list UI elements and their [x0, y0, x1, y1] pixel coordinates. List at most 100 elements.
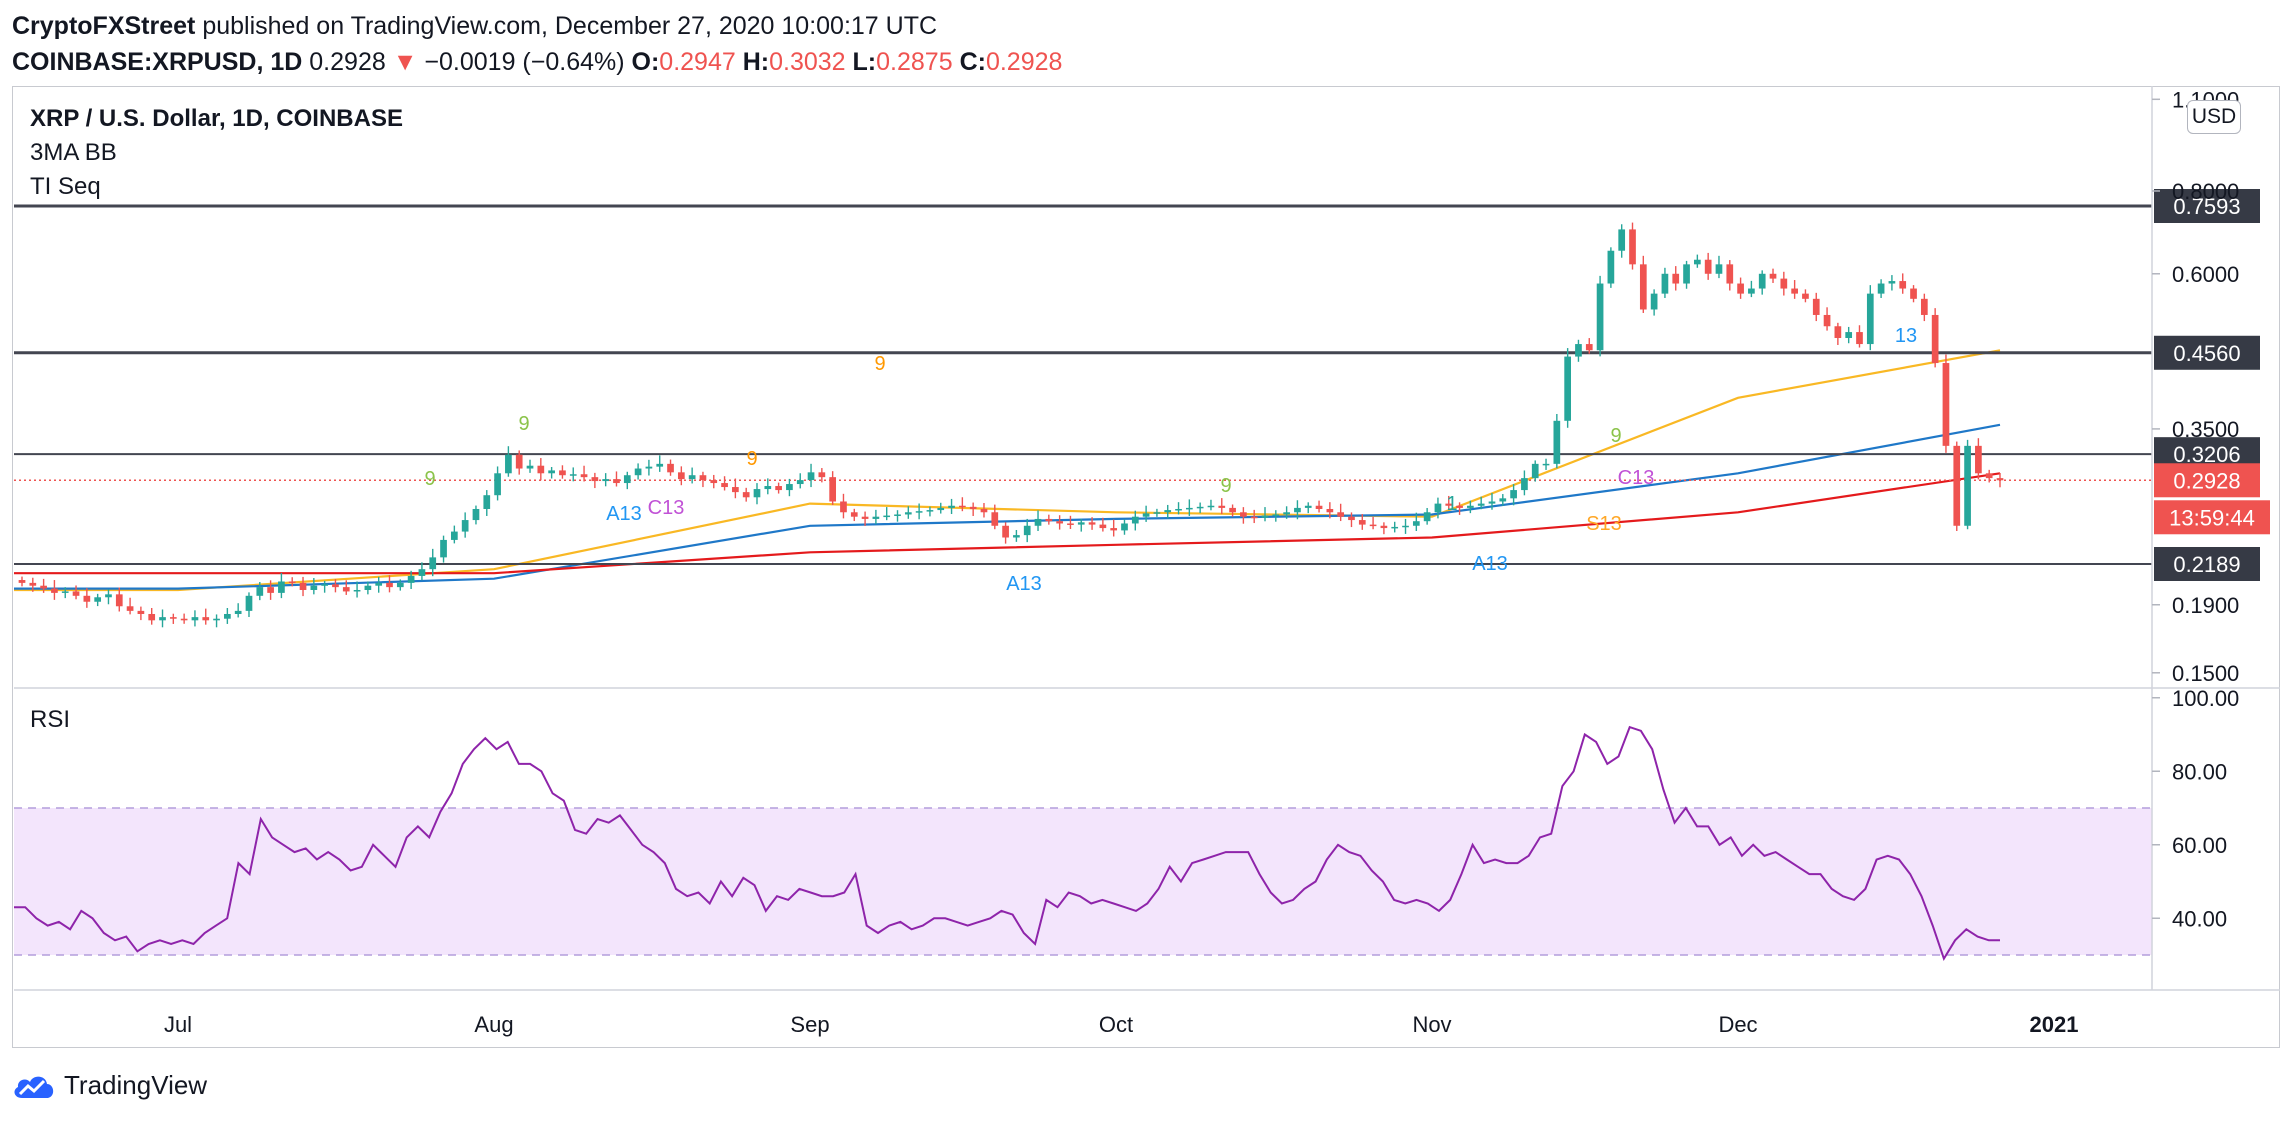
candle-body	[342, 587, 350, 592]
candle	[1975, 438, 1982, 480]
level-label: 0.7593	[2154, 189, 2260, 223]
candle-body	[894, 514, 901, 516]
candle-body	[1434, 503, 1442, 513]
candle-body	[764, 486, 772, 490]
candle-body	[1910, 288, 1917, 299]
legend-indicator-ma-bb[interactable]: 3MA BB	[30, 139, 117, 166]
candle	[1142, 505, 1150, 522]
rsi-tick-label: 40.00	[2172, 906, 2227, 931]
candle	[904, 506, 912, 519]
candle	[1380, 522, 1388, 535]
candle	[764, 478, 772, 495]
candle	[332, 579, 339, 593]
candle-body	[1531, 463, 1539, 479]
tradingview-branding[interactable]: TradingView	[12, 1070, 207, 1101]
candle-body	[1056, 521, 1063, 524]
countdown-label: 13:59:44	[2169, 505, 2255, 530]
td-seq-marker: S13	[1586, 513, 1622, 535]
candle	[786, 478, 793, 497]
candle	[883, 507, 891, 521]
candle-body	[1088, 522, 1096, 525]
candle-body	[1661, 273, 1669, 294]
currency-button[interactable]: USD	[2187, 100, 2241, 134]
level-label-text: 0.2189	[2173, 552, 2240, 577]
candle-body	[786, 484, 793, 491]
legend-indicator-ti-seq[interactable]: TI Seq	[30, 173, 101, 200]
candle-body	[137, 610, 145, 614]
candle	[1531, 460, 1539, 482]
ma-slow-line	[14, 472, 2001, 575]
candle-body	[569, 474, 577, 476]
legend-title[interactable]: XRP / U.S. Dollar, 1D, COINBASE	[30, 105, 403, 132]
candle	[180, 613, 188, 624]
candle-body	[1694, 259, 1701, 265]
candle-body	[61, 591, 69, 593]
candle	[483, 490, 491, 516]
candle-body	[667, 463, 674, 473]
candle-body	[1812, 298, 1820, 315]
axes: 0.75930.45600.32060.21890.292813:59:441.…	[14, 86, 2280, 1037]
candle-body	[1261, 515, 1269, 518]
candle-body	[1564, 356, 1572, 421]
candle	[1845, 326, 1853, 344]
td-seq-marker: 1	[1446, 493, 1457, 515]
candle-body	[353, 589, 361, 592]
candle-body	[1380, 525, 1388, 529]
candle-body	[904, 512, 912, 515]
candle	[1575, 339, 1582, 362]
candle-body	[191, 617, 199, 621]
candle-body	[850, 512, 858, 517]
candle	[1412, 512, 1420, 531]
rsi-tick-label: 80.00	[2172, 759, 2227, 784]
candle-body	[1412, 521, 1420, 526]
candle	[29, 577, 37, 592]
candle-body	[267, 587, 274, 593]
candle-body	[213, 618, 220, 621]
candle	[818, 468, 826, 483]
close-label: C:	[959, 48, 986, 76]
symbol-label[interactable]: COINBASE:XRPUSD, 1D	[12, 48, 303, 76]
candle-body	[796, 480, 804, 485]
candle	[51, 580, 58, 600]
candle-body	[1877, 283, 1885, 294]
candle	[1088, 517, 1096, 530]
candle-body	[72, 591, 80, 596]
candle-body	[1240, 512, 1247, 517]
td-seq-marker: 9	[874, 353, 885, 375]
author-name[interactable]: CryptoFXStreet	[12, 12, 196, 40]
time-tick-label: Sep	[790, 1012, 829, 1037]
candle-body	[742, 492, 750, 498]
candle	[559, 465, 566, 479]
rsi-legend[interactable]: RSI	[30, 706, 71, 733]
candle-body	[1823, 314, 1831, 327]
last-price-bg	[2154, 463, 2260, 498]
candle-body	[321, 584, 328, 586]
candle-body	[126, 606, 134, 611]
candle	[245, 592, 253, 617]
candle-body	[1748, 288, 1755, 294]
candle	[191, 610, 199, 627]
candle-body	[948, 505, 955, 508]
candle	[1164, 504, 1172, 519]
candle	[418, 562, 426, 581]
candle-body	[450, 531, 458, 540]
candle-body	[1856, 332, 1863, 345]
candle	[1283, 506, 1290, 519]
td-seq-marker: 9	[424, 468, 435, 490]
candle-body	[1131, 516, 1139, 524]
candle-body	[310, 585, 318, 590]
candle-body	[105, 594, 112, 598]
candle-body	[386, 582, 393, 588]
candle	[548, 466, 555, 479]
candle-body	[1683, 264, 1690, 284]
candle	[840, 493, 847, 519]
candle-body	[1013, 535, 1020, 538]
candle	[645, 459, 653, 476]
candle-body	[1304, 505, 1312, 508]
candle	[969, 502, 977, 516]
candle	[1467, 500, 1474, 514]
candle	[1802, 289, 1809, 303]
candle	[775, 482, 782, 494]
candle-body	[1996, 478, 2004, 481]
